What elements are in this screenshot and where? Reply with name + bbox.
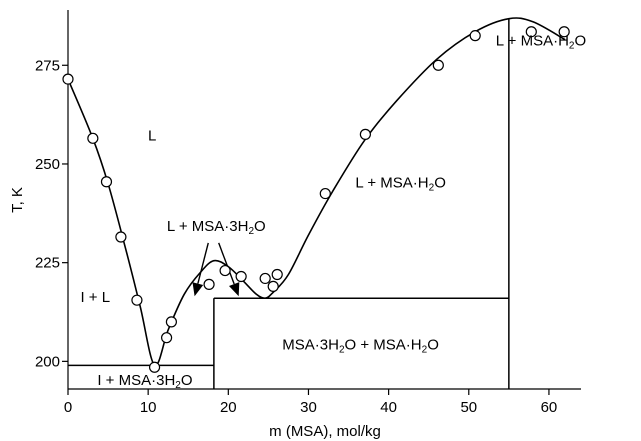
data-point [558, 26, 570, 38]
arrow-shaft [218, 242, 235, 285]
data-point [203, 278, 215, 290]
data-point [432, 59, 444, 71]
x-tick-label: 50 [460, 399, 477, 416]
x-tick-label: 10 [140, 399, 157, 416]
data-point [319, 187, 331, 200]
y-tick-label: 200 [35, 353, 60, 370]
x-tick-label: 60 [541, 399, 558, 416]
x-tick-group: 0 10 20 30 40 50 60 [64, 389, 557, 416]
data-point [131, 294, 143, 306]
region-label: I + MSA·3H2O [97, 372, 192, 391]
region-label: L [148, 127, 156, 144]
data-point [259, 272, 271, 285]
arrow-head [192, 282, 204, 297]
x-tick-label: 20 [220, 399, 237, 416]
y-tick-label: 275 [35, 57, 60, 74]
region-label: I + L [80, 289, 110, 306]
x-tick-label: 40 [380, 399, 397, 416]
y-axis-title: T, K [9, 187, 26, 213]
arrow-head [229, 282, 240, 297]
data-point [160, 332, 173, 344]
data-point [271, 268, 283, 281]
region-label: L + MSA·H2O [496, 33, 586, 52]
y-tick-group: 200 225 250 275 [35, 57, 68, 370]
data-point [267, 280, 279, 292]
liquidus-curve [67, 17, 566, 367]
x-tick-label: 30 [300, 399, 317, 416]
data-point [219, 264, 231, 277]
data-point [148, 361, 161, 373]
y-tick-label: 225 [35, 255, 60, 272]
region-label: MSA·3H2O + MSA·H2O [282, 337, 439, 356]
data-point [62, 73, 74, 85]
x-axis-title: m (MSA), mol/kg [269, 423, 381, 440]
data-point [235, 270, 247, 283]
y-tick-label: 250 [35, 156, 60, 173]
data-point [165, 316, 178, 328]
region-label-group: L L + MSA·3H2O L + MSA·H2O L + MSA·H2O I + L… [80, 33, 586, 392]
data-point [469, 30, 481, 42]
data-point [87, 132, 99, 144]
data-point [525, 26, 537, 38]
data-point [359, 128, 371, 140]
data-point-group [62, 26, 570, 373]
region-label: L + MSA·H2O [355, 175, 445, 194]
arrow-shaft [197, 242, 209, 284]
x-tick-label: 0 [64, 399, 72, 416]
data-point [115, 231, 127, 243]
arrow-group [192, 242, 240, 297]
data-point [100, 176, 113, 188]
region-label: L + MSA·3H2O [167, 218, 266, 237]
